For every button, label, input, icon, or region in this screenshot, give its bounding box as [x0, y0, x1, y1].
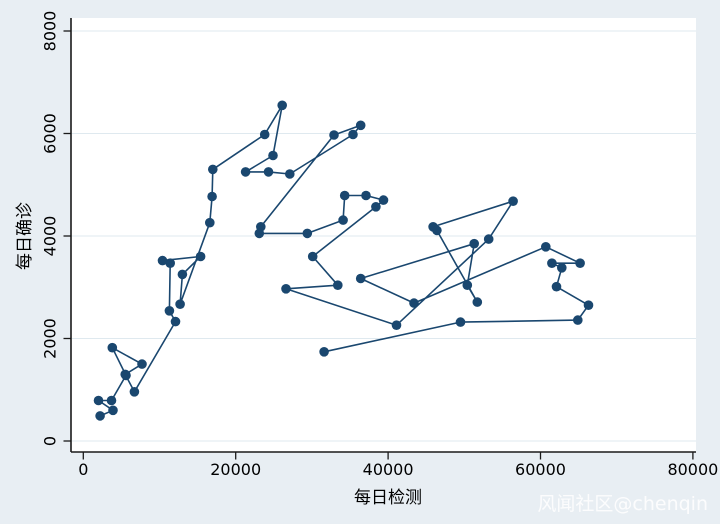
- data-point: [483, 234, 494, 244]
- data-point: [268, 150, 278, 161]
- data-point: [462, 280, 473, 291]
- data-point: [355, 273, 366, 284]
- data-point: [339, 190, 350, 201]
- data-point: [508, 196, 518, 206]
- data-point: [281, 284, 291, 294]
- data-point: [177, 269, 188, 280]
- plot-area: [71, 18, 696, 452]
- data-point: [338, 215, 348, 225]
- x-tick-label: 0: [78, 460, 88, 479]
- data-point: [240, 167, 251, 177]
- data-point: [120, 369, 130, 380]
- data-point: [259, 129, 270, 140]
- data-point: [551, 281, 562, 292]
- data-point: [455, 317, 466, 327]
- data-point: [348, 129, 358, 140]
- data-point: [207, 191, 217, 202]
- data-point: [371, 202, 381, 212]
- y-tick-label: 6000: [41, 113, 60, 154]
- data-point: [93, 395, 104, 406]
- data-point: [547, 258, 557, 269]
- data-point: [263, 167, 274, 177]
- data-point: [409, 298, 419, 308]
- data-point: [575, 258, 585, 269]
- data-point: [541, 242, 551, 252]
- data-point: [175, 299, 185, 310]
- gridlines: [71, 30, 696, 442]
- x-tick-label: 20000: [210, 460, 261, 479]
- data-point: [165, 258, 175, 269]
- data-point: [95, 411, 105, 421]
- data-point: [391, 320, 402, 331]
- data-point: [195, 251, 206, 262]
- data-point: [378, 195, 389, 205]
- y-tick-label: 8000: [41, 11, 60, 52]
- x-tick-label: 80000: [667, 460, 718, 479]
- data-point: [319, 347, 329, 357]
- data-point: [205, 217, 215, 228]
- data-point: [355, 120, 366, 131]
- y-axis-title: 每日确诊: [15, 202, 35, 270]
- data-point: [170, 316, 181, 327]
- data-point: [361, 190, 371, 201]
- watermark-text: 风闻社区@chenqin: [537, 493, 708, 515]
- data-point: [254, 228, 265, 239]
- x-tick-label: 60000: [515, 460, 566, 479]
- data-point: [307, 251, 318, 262]
- data-point: [108, 405, 118, 416]
- data-point: [302, 228, 313, 239]
- data-point: [277, 100, 288, 111]
- data-point: [329, 130, 339, 140]
- y-tick-label: 0: [41, 436, 60, 446]
- data-point: [164, 306, 175, 316]
- data-series-trajectory: [93, 100, 594, 421]
- data-point: [129, 387, 140, 397]
- data-point: [432, 225, 442, 236]
- data-point: [583, 300, 594, 311]
- y-tick-label: 2000: [41, 318, 60, 359]
- data-point: [107, 342, 118, 353]
- data-point: [573, 315, 583, 325]
- data-point: [333, 280, 343, 291]
- data-point: [285, 169, 295, 179]
- y-tick-label: 4000: [41, 216, 60, 257]
- data-point: [137, 359, 147, 369]
- data-point: [557, 263, 567, 273]
- data-point: [208, 164, 218, 175]
- data-point: [106, 395, 117, 406]
- x-tick-label: 40000: [363, 460, 414, 479]
- x-axis-title: 每日检测: [354, 488, 422, 508]
- data-point: [472, 297, 483, 307]
- data-point: [157, 255, 168, 266]
- data-point: [469, 238, 480, 249]
